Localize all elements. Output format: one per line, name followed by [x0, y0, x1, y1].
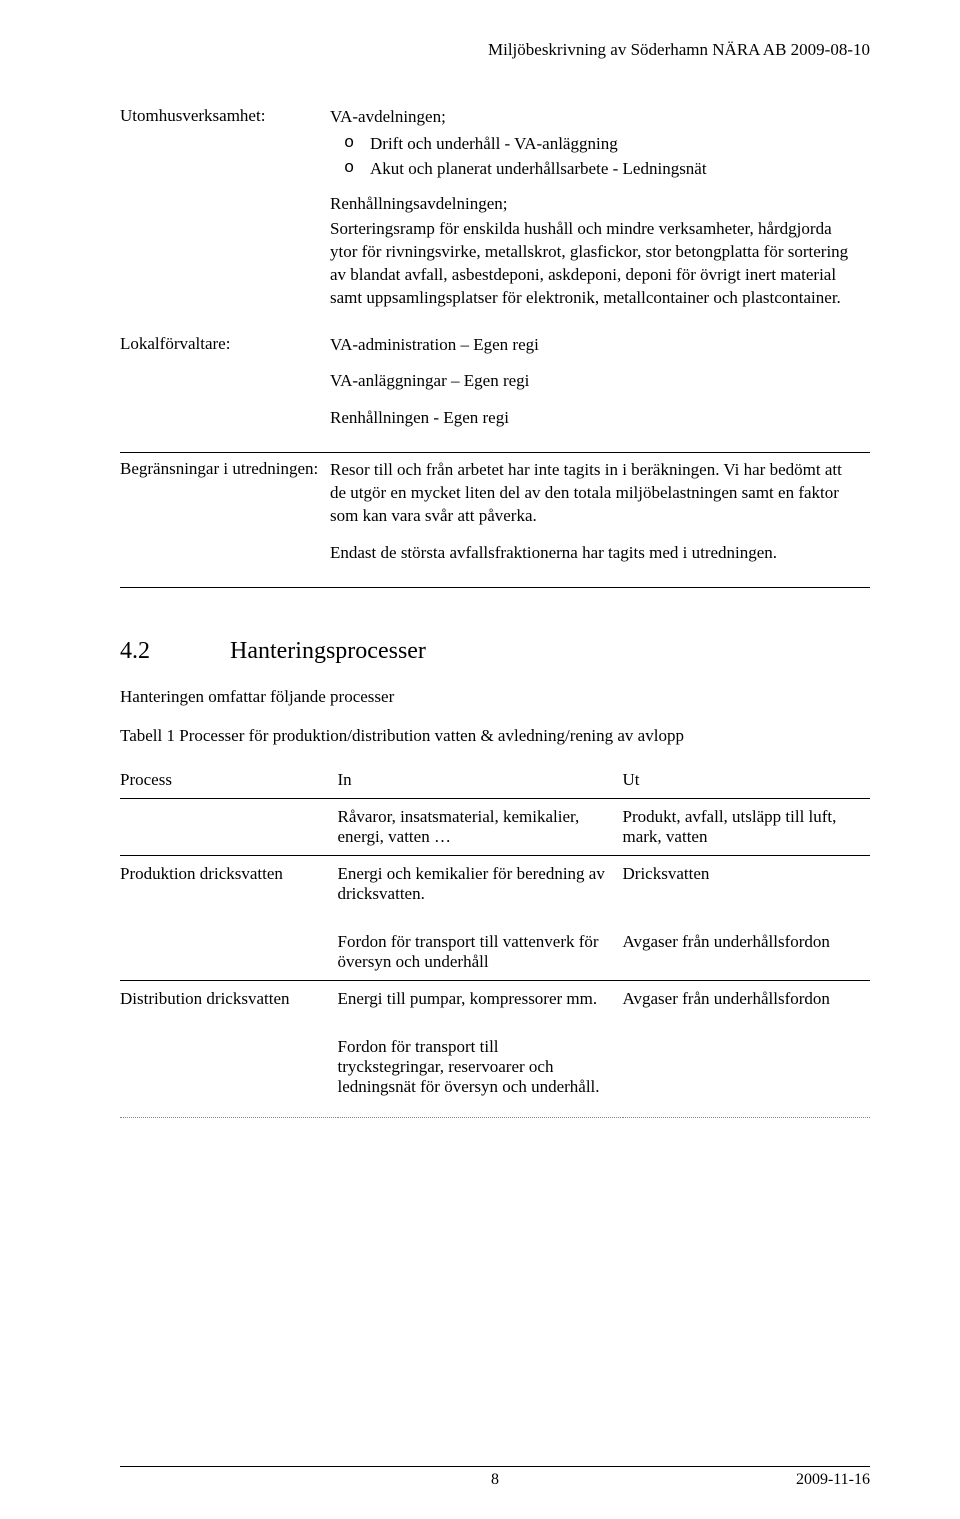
proc-head-ut: Ut: [623, 762, 871, 799]
value-lokal: VA-administration – Egen regi VA-anläggn…: [330, 328, 870, 453]
proc-out: Avgaser från underhållsfordon: [623, 981, 871, 1030]
value-begrans: Resor till och från arbetet har inte tag…: [330, 453, 870, 588]
ren-body: Sorteringsramp för enskilda hushåll och …: [330, 218, 860, 310]
running-header: Miljöbeskrivning av Söderhamn NÄRA AB 20…: [120, 40, 870, 60]
proc-in: Energi till pumpar, kompressorer mm.: [338, 981, 623, 1030]
label-lokal: Lokalförvaltare:: [120, 328, 330, 453]
va-item-text: Drift och underhåll - VA-anläggning: [370, 134, 618, 153]
page-number: 8: [120, 1471, 870, 1489]
proc-subheader-row: Råvaror, insatsmaterial, kemikalier, ene…: [120, 799, 870, 856]
proc-in: Fordon för transport till tryckstegringa…: [338, 1029, 623, 1118]
label-utomhus: Utomhusverksamhet:: [120, 100, 330, 328]
proc-in: Fordon för transport till vattenverk för…: [338, 924, 623, 981]
description-table: Utomhusverksamhet: VA-avdelningen; o Drif…: [120, 100, 870, 588]
table-row: Fordon för transport till vattenverk för…: [120, 924, 870, 981]
proc-sub-ut: Produkt, avfall, utsläpp till luft, mark…: [623, 799, 871, 856]
table-row: Produktion dricksvatten Energi och kemik…: [120, 856, 870, 925]
proc-name-empty: [120, 924, 338, 981]
proc-name: Distribution dricksvatten: [120, 981, 338, 1030]
process-table: Process In Ut Råvaror, insatsmaterial, k…: [120, 762, 870, 1118]
va-list: o Drift och underhåll - VA-anläggning o Ak…: [330, 133, 860, 181]
proc-name: Produktion dricksvatten: [120, 856, 338, 925]
label-begrans: Begränsningar i utredningen:: [120, 453, 330, 588]
table-row: Distribution dricksvatten Energi till pu…: [120, 981, 870, 1030]
proc-sub-empty: [120, 799, 338, 856]
lokal-line: VA-anläggningar – Egen regi: [330, 370, 860, 393]
proc-in: Energi och kemikalier för beredning av d…: [338, 856, 623, 925]
row-utomhus: Utomhusverksamhet: VA-avdelningen; o Drif…: [120, 100, 870, 328]
section-intro: Hanteringen omfattar följande processer: [120, 687, 870, 707]
bullet-icon: o: [344, 133, 354, 156]
section-heading: 4.2Hanteringsprocesser: [120, 638, 870, 665]
section-number: 4.2: [120, 638, 230, 665]
row-lokal: Lokalförvaltare: VA-administration – Ege…: [120, 328, 870, 453]
va-title: VA-avdelningen;: [330, 106, 860, 129]
section-title: Hanteringsprocesser: [230, 638, 426, 664]
lokal-line: VA-administration – Egen regi: [330, 334, 860, 357]
begrans-p2: Endast de största avfallsfraktionerna ha…: [330, 542, 860, 565]
proc-head-in: In: [338, 762, 623, 799]
proc-name-empty: [120, 1029, 338, 1118]
table-row: Fordon för transport till tryckstegringa…: [120, 1029, 870, 1118]
page-footer: 8 2009-11-16: [120, 1466, 870, 1489]
row-begrans: Begränsningar i utredningen: Resor till …: [120, 453, 870, 588]
proc-out: Avgaser från underhållsfordon: [623, 924, 871, 981]
footer-date: 2009-11-16: [796, 1471, 870, 1489]
bullet-icon: o: [344, 158, 354, 181]
va-item-text: Akut och planerat underhållsarbete - Led…: [370, 159, 707, 178]
value-utomhus: VA-avdelningen; o Drift och underhåll - V…: [330, 100, 870, 328]
proc-out: Dricksvatten: [623, 856, 871, 925]
begrans-p1: Resor till och från arbetet har inte tag…: [330, 459, 860, 528]
va-item: o Drift och underhåll - VA-anläggning: [330, 133, 860, 156]
va-item: o Akut och planerat underhållsarbete - Le…: [330, 158, 860, 181]
table-caption: Tabell 1 Processer för produktion/distri…: [120, 725, 870, 748]
proc-out: [623, 1029, 871, 1118]
ren-title: Renhållningsavdelningen;: [330, 193, 860, 216]
lokal-line: Renhållningen - Egen regi: [330, 407, 860, 430]
proc-sub-in: Råvaror, insatsmaterial, kemikalier, ene…: [338, 799, 623, 856]
page: Miljöbeskrivning av Söderhamn NÄRA AB 20…: [0, 0, 960, 1519]
proc-header-row: Process In Ut: [120, 762, 870, 799]
proc-head-process: Process: [120, 762, 338, 799]
